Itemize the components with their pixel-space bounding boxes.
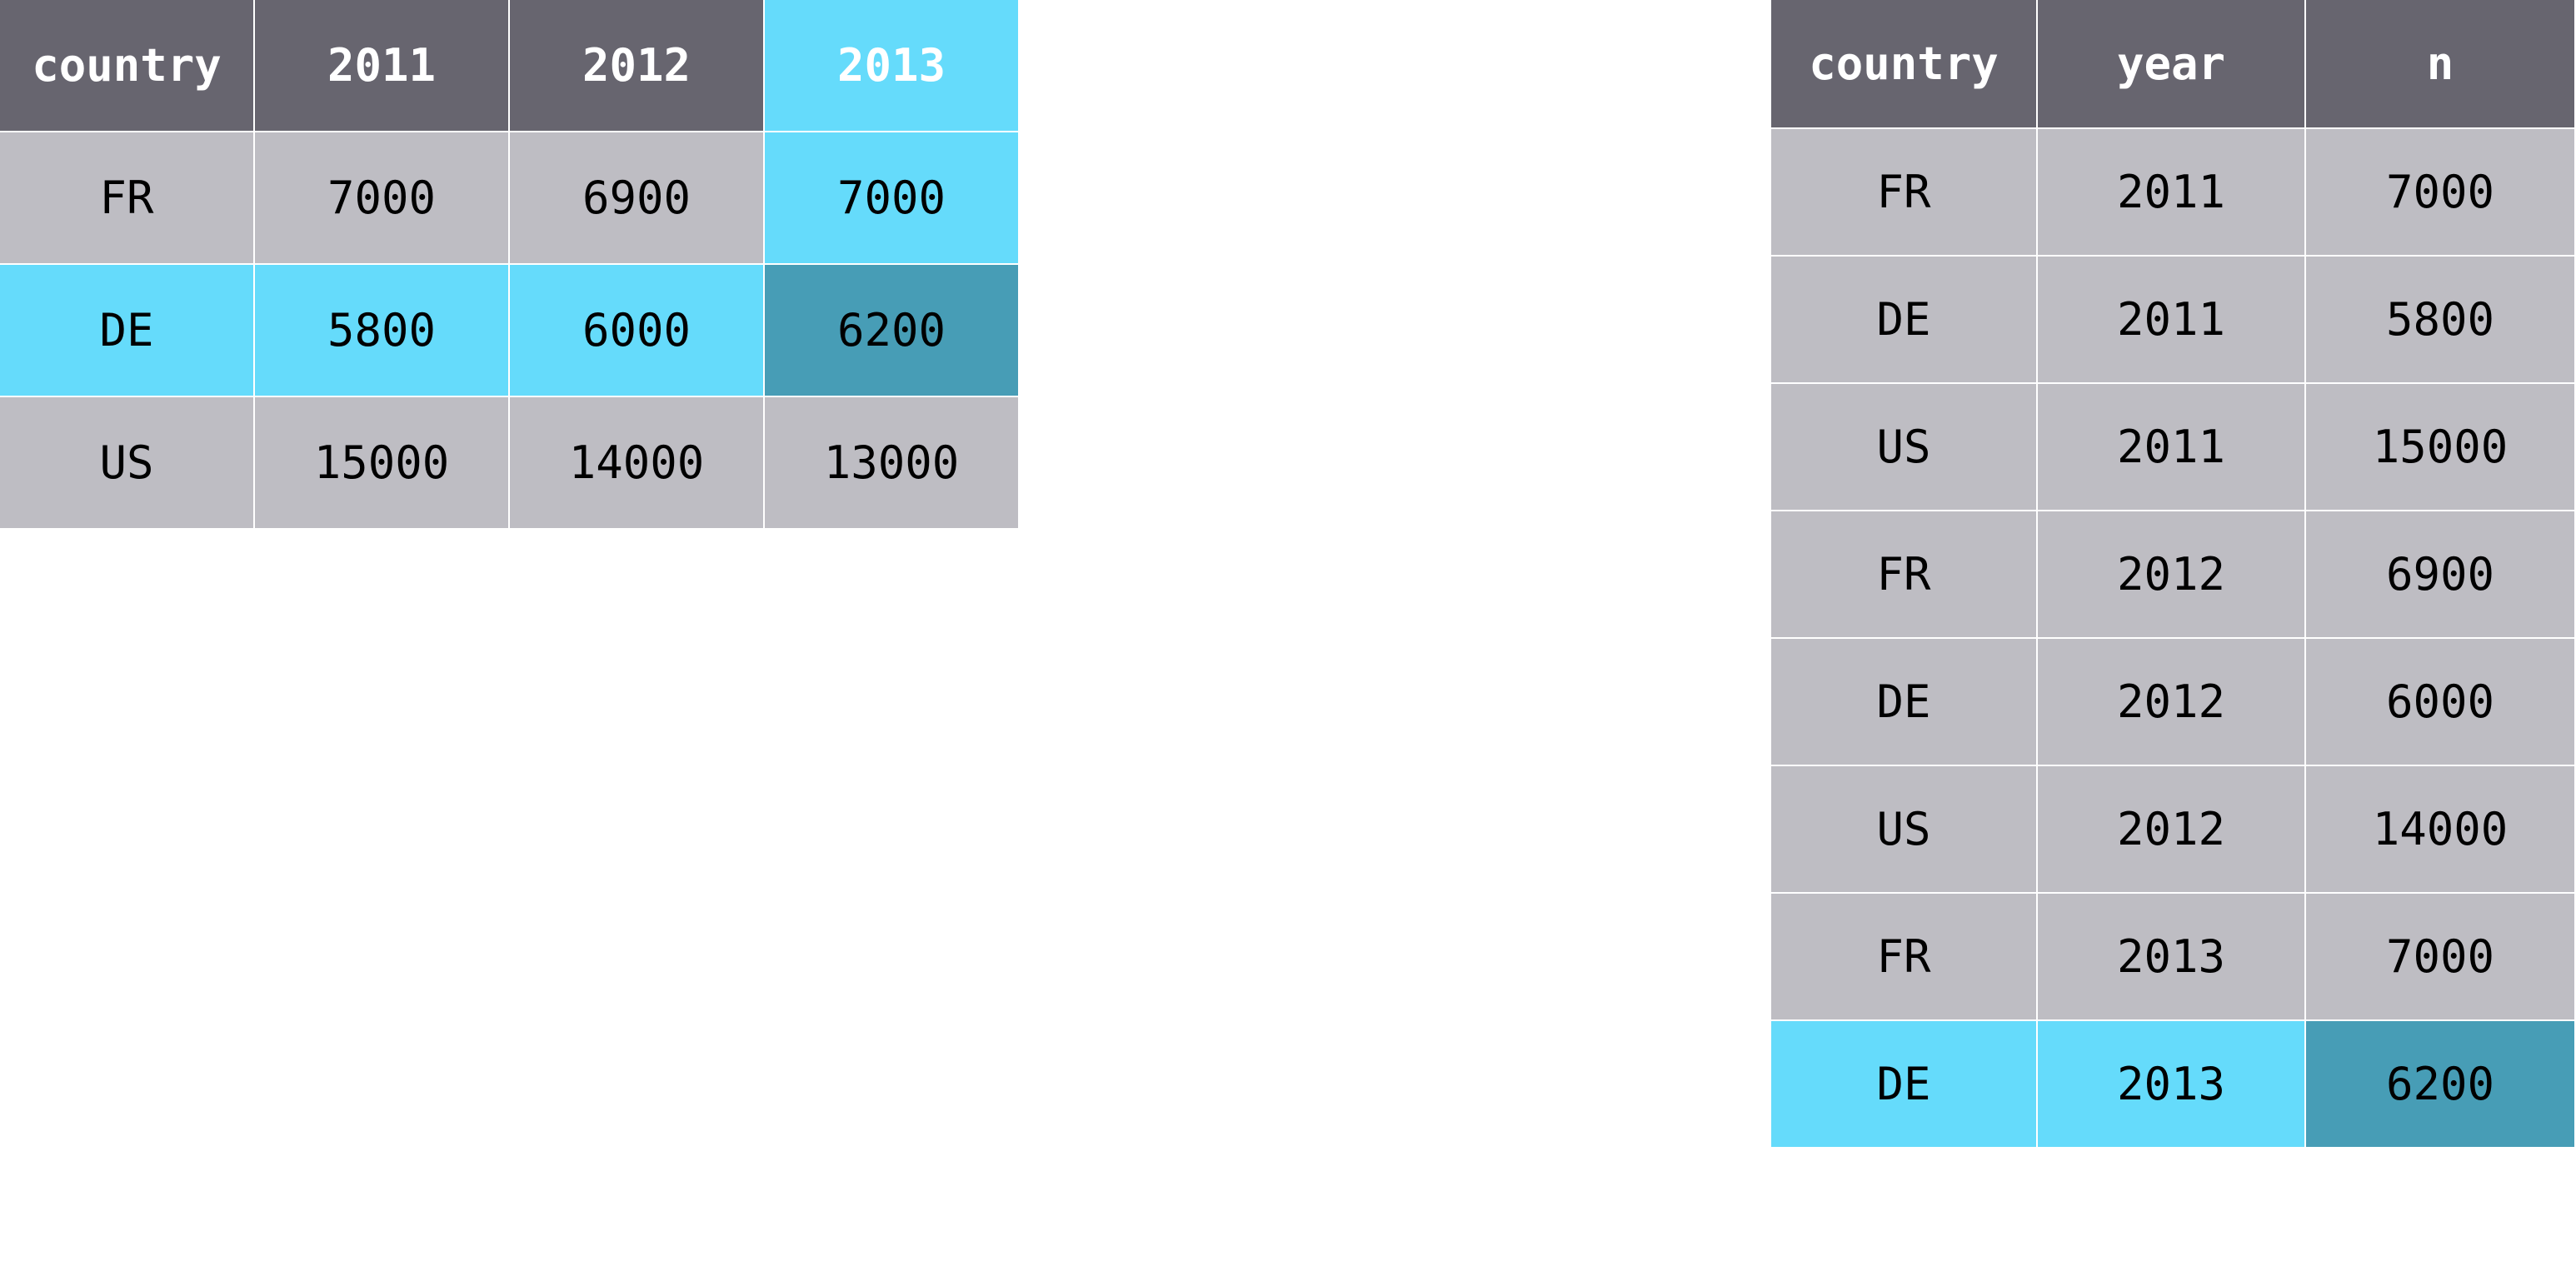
- table-cell: US: [0, 397, 255, 530]
- long-header-cell: year: [2038, 0, 2306, 129]
- table-cell: 2011: [2038, 257, 2306, 384]
- table-cell: DE: [1771, 639, 2038, 766]
- wide-table: country 2011 2012 2013 FR 7000 6900 7000…: [0, 0, 1020, 530]
- table-row: DE 2011 5800: [1771, 257, 2576, 384]
- table-cell: DE: [1771, 1021, 2038, 1149]
- table-row: DE 2013 6200: [1771, 1021, 2576, 1149]
- table-cell: 15000: [255, 397, 510, 530]
- table-cell: 2011: [2038, 129, 2306, 257]
- table-cell: FR: [1771, 129, 2038, 257]
- table-cell: 15000: [2306, 384, 2576, 511]
- table-row: DE 5800 6000 6200: [0, 265, 1020, 397]
- table-cell: 6200: [2306, 1021, 2576, 1149]
- wide-header-cell: 2011: [255, 0, 510, 132]
- table-row: FR 2012 6900: [1771, 511, 2576, 639]
- table-cell: 2012: [2038, 766, 2306, 894]
- table-cell: 5800: [255, 265, 510, 397]
- table-cell: 6000: [2306, 639, 2576, 766]
- table-cell: 7000: [765, 132, 1020, 265]
- table-cell: 5800: [2306, 257, 2576, 384]
- table-cell: 2012: [2038, 511, 2306, 639]
- table-cell: 2012: [2038, 639, 2306, 766]
- table-cell: 6000: [510, 265, 765, 397]
- table-row: US 2011 15000: [1771, 384, 2576, 511]
- table-row: US 15000 14000 13000: [0, 397, 1020, 530]
- table-cell: 6900: [510, 132, 765, 265]
- table-row: FR 2013 7000: [1771, 894, 2576, 1021]
- table-cell: DE: [1771, 257, 2038, 384]
- table-cell: 2013: [2038, 894, 2306, 1021]
- wide-header-cell: 2013: [765, 0, 1020, 132]
- table-cell: 2011: [2038, 384, 2306, 511]
- table-cell: US: [1771, 766, 2038, 894]
- table-cell: 7000: [255, 132, 510, 265]
- long-header-cell: country: [1771, 0, 2038, 129]
- wide-header-cell: country: [0, 0, 255, 132]
- table-cell: 6200: [765, 265, 1020, 397]
- wide-table-header-row: country 2011 2012 2013: [0, 0, 1020, 132]
- table-cell: 14000: [2306, 766, 2576, 894]
- table-row: FR 7000 6900 7000: [0, 132, 1020, 265]
- table-cell: 6900: [2306, 511, 2576, 639]
- table-cell: DE: [0, 265, 255, 397]
- table-cell: 14000: [510, 397, 765, 530]
- table-cell: 13000: [765, 397, 1020, 530]
- table-cell: FR: [1771, 894, 2038, 1021]
- table-row: DE 2012 6000: [1771, 639, 2576, 766]
- table-cell: 7000: [2306, 129, 2576, 257]
- long-header-cell: n: [2306, 0, 2576, 129]
- table-cell: 7000: [2306, 894, 2576, 1021]
- table-cell: FR: [1771, 511, 2038, 639]
- table-row: FR 2011 7000: [1771, 129, 2576, 257]
- long-table-header-row: country year n: [1771, 0, 2576, 129]
- table-cell: US: [1771, 384, 2038, 511]
- table-row: US 2012 14000: [1771, 766, 2576, 894]
- table-cell: 2013: [2038, 1021, 2306, 1149]
- long-table: country year n FR 2011 7000 DE 2011 5800…: [1771, 0, 2576, 1149]
- wide-header-cell: 2012: [510, 0, 765, 132]
- table-cell: FR: [0, 132, 255, 265]
